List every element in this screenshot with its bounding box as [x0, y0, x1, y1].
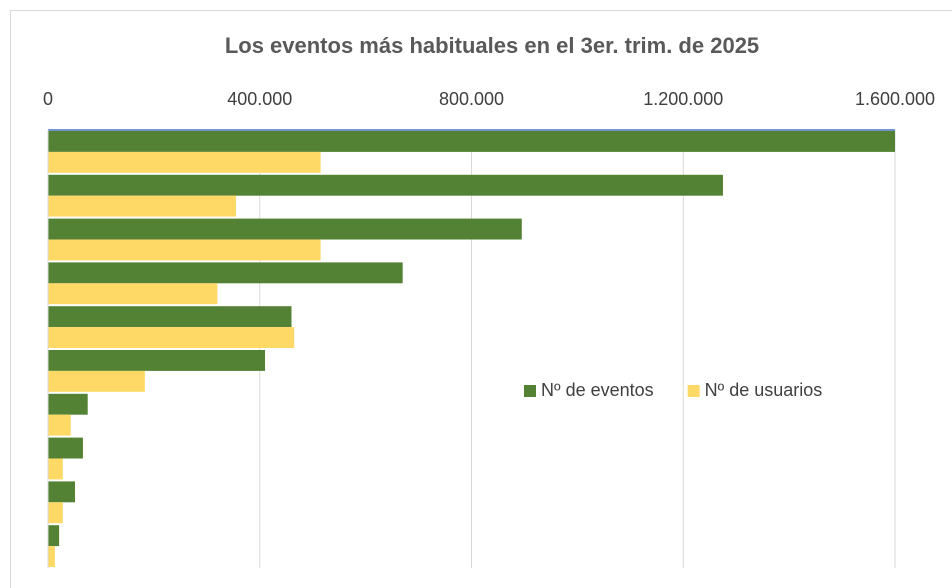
- x-tick-label: 1.600.000: [855, 89, 935, 109]
- bar: [48, 131, 895, 152]
- bar: [48, 393, 88, 415]
- legend-swatch: [524, 385, 536, 397]
- bar: [48, 350, 266, 371]
- bar: [48, 481, 75, 503]
- bar: [48, 327, 295, 348]
- bar: [48, 370, 145, 392]
- bar: [48, 546, 55, 567]
- bar: [48, 525, 60, 547]
- bar: [48, 174, 723, 196]
- x-tick-label: 400.000: [227, 89, 292, 109]
- bar: [48, 437, 83, 459]
- legend-label: Nº de usuarios: [705, 380, 823, 400]
- bar: [48, 458, 63, 480]
- bar: [48, 283, 218, 305]
- bar: [48, 195, 236, 217]
- bar: [48, 262, 403, 284]
- x-tick-label: 800.000: [439, 89, 504, 109]
- x-tick-label: 0: [43, 89, 53, 109]
- bar: [48, 306, 292, 328]
- bar: [48, 502, 63, 524]
- bar: [48, 414, 71, 436]
- chart-title: Los eventos más habituales en el 3er. tr…: [225, 33, 759, 58]
- legend-label: Nº de eventos: [541, 380, 654, 400]
- bar: [48, 239, 321, 261]
- x-tick-label: 1.200.000: [643, 89, 723, 109]
- bar: [48, 218, 522, 240]
- bar: [48, 151, 321, 173]
- legend-swatch: [687, 385, 700, 397]
